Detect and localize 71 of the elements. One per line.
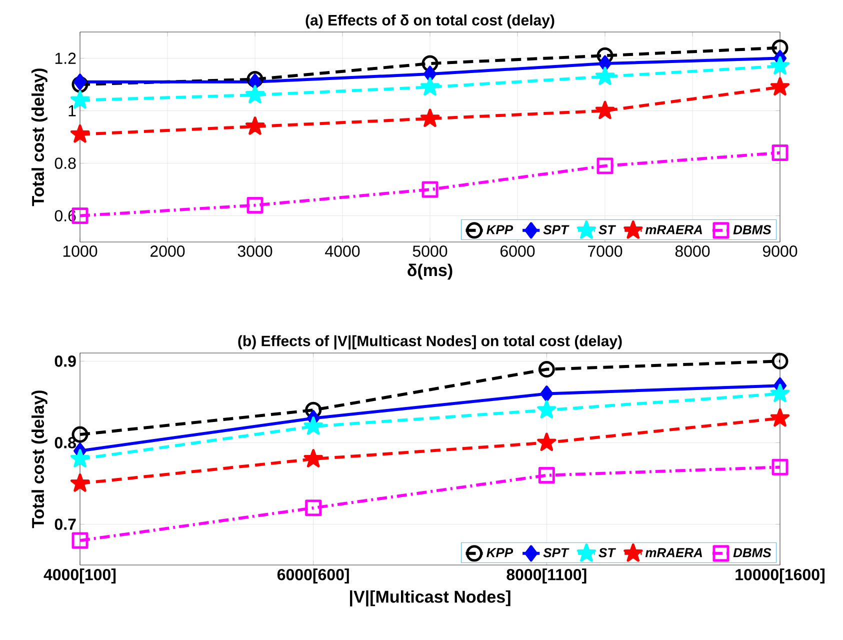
x-tick-label: 3000: [238, 246, 272, 257]
x-tick-label: 7000: [588, 246, 622, 257]
legend-label: KPP: [486, 548, 514, 558]
point: [770, 56, 790, 74]
point: [74, 74, 87, 90]
point: [304, 416, 323, 435]
point: [772, 458, 788, 476]
x-tick-label: 5000: [412, 246, 448, 257]
point: [772, 352, 788, 370]
point: [72, 532, 88, 549]
x-tick-label: 6000: [500, 246, 535, 257]
point: [770, 408, 790, 427]
point: [537, 400, 556, 418]
point: [72, 76, 88, 93]
point: [424, 66, 437, 82]
x-tick-label: 8000: [675, 246, 710, 257]
x-tick-label: 4000: [325, 246, 360, 257]
point: [595, 100, 615, 120]
y-tick-label: 0.7: [54, 518, 76, 530]
point: [70, 449, 90, 468]
point: [422, 55, 438, 72]
y-tick-label: 0.8: [54, 158, 76, 169]
y-axis-title: Total cost (delay): [32, 390, 48, 528]
point: [70, 473, 90, 492]
point: [245, 116, 265, 135]
point: [596, 158, 614, 174]
y-tick-label: 1: [68, 105, 76, 116]
point: [420, 108, 440, 127]
point: [770, 77, 790, 96]
x-tick-label: 4000[100]: [44, 568, 116, 584]
chart-title: (b) Effects of |V|[Multicast Nodes] on total cost (delay): [238, 335, 622, 350]
point: [70, 124, 90, 143]
x-axis-title: δ(ms): [408, 264, 452, 280]
point: [245, 85, 265, 104]
chart-title: (a) Effects of δ on total cost (delay): [306, 14, 554, 28]
x-tick-label: 6000[600]: [277, 568, 349, 584]
legend-label: mRAERA: [645, 548, 702, 558]
point: [770, 384, 790, 402]
point: [422, 181, 438, 198]
y-tick-label: 0.9: [54, 355, 76, 367]
point: [420, 77, 440, 96]
x-axis-title: |V|[Multicast Nodes]: [350, 590, 510, 606]
x-tick-label: 8000[1100]: [506, 568, 586, 584]
legend-label: DBMS: [733, 225, 772, 234]
y-axis-title: Total cost (delay): [32, 68, 48, 206]
point: [596, 47, 614, 64]
point: [772, 39, 788, 56]
legend-label: mRAERA: [645, 225, 702, 234]
point: [246, 70, 264, 88]
point: [538, 361, 555, 378]
legend-label: SPT: [543, 548, 570, 558]
point: [305, 402, 322, 418]
point: [305, 500, 322, 516]
point: [540, 386, 554, 402]
point: [538, 467, 555, 484]
y-tick-label: 1.2: [55, 52, 76, 64]
x-tick-label: 1000: [63, 246, 98, 257]
x-tick-label: 10000[1600]: [736, 568, 824, 584]
legend-label: DBMS: [733, 548, 772, 558]
legend-label: ST: [598, 225, 616, 234]
point: [598, 55, 612, 72]
legend-label: KPP: [486, 225, 514, 234]
point: [246, 197, 264, 214]
x-tick-label: 2000: [150, 246, 185, 257]
point: [595, 66, 615, 85]
point: [537, 432, 556, 452]
legend-label: ST: [598, 548, 616, 558]
point: [304, 449, 323, 468]
legend-label: SPT: [543, 225, 570, 234]
x-tick-label: 9000: [762, 246, 798, 257]
point: [772, 144, 788, 161]
